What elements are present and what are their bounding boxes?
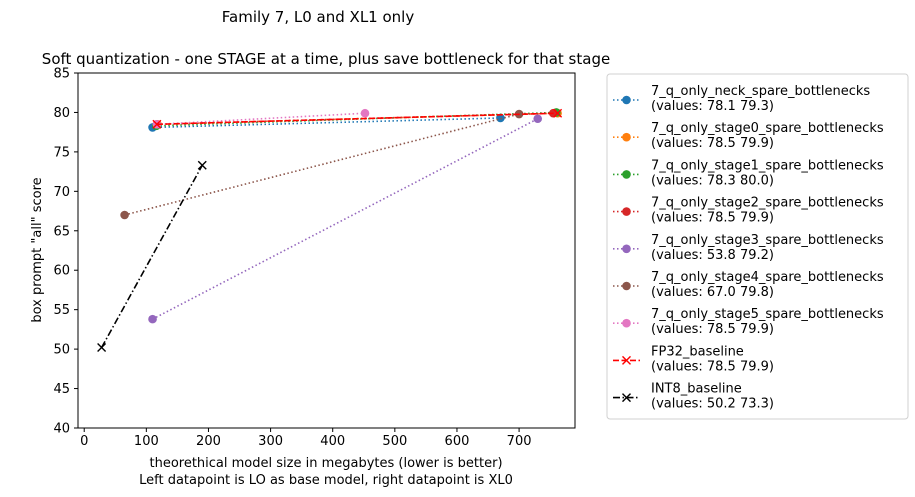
data-point xyxy=(97,343,107,353)
legend-swatch-marker xyxy=(622,318,631,328)
y-tick-label: 45 xyxy=(53,382,70,397)
legend-series-name: 7_q_only_stage4_spare_bottlenecks xyxy=(651,270,884,285)
legend-item: 7_q_only_stage3_spare_bottlenecks(values… xyxy=(613,233,884,263)
data-point xyxy=(553,108,563,118)
legend-swatch-marker xyxy=(622,170,631,179)
legend-frame xyxy=(606,73,909,420)
legend-series-name: 7_q_only_stage0_spare_bottlenecks xyxy=(651,121,884,136)
legend-item: FP32_baseline(values: 78.5 79.9) xyxy=(613,344,774,374)
x-axis-label-line1: theorethical model size in megabytes (lo… xyxy=(149,456,502,471)
legend-series-values: (values: 78.1 79.3) xyxy=(651,99,774,114)
legend-item: 7_q_only_stage4_spare_bottlenecks(values… xyxy=(613,270,884,300)
y-tick-label: 65 xyxy=(53,224,70,239)
y-tick-label: 55 xyxy=(53,303,70,318)
legend-item: 7_q_only_stage2_spare_bottlenecks(values… xyxy=(613,196,884,226)
legend-series-values: (values: 50.2 73.3) xyxy=(651,397,774,412)
legend-series-values: (values: 78.5 79.9) xyxy=(651,136,774,151)
legend-item: 7_q_only_stage0_spare_bottlenecks(values… xyxy=(613,121,884,151)
series-FP32_baseline xyxy=(152,108,563,129)
legend-swatch-marker xyxy=(622,355,631,365)
series-7_q_only_stage3_spare_bottlenecks xyxy=(148,114,543,324)
x-tick-label: 600 xyxy=(445,434,470,449)
legend-swatch-marker xyxy=(622,95,631,105)
x-tick-label: 100 xyxy=(134,434,159,449)
x-tick-label: 200 xyxy=(196,434,221,449)
chart-title: Soft quantization - one STAGE at a time,… xyxy=(42,50,610,68)
legend-swatch-marker xyxy=(622,207,631,216)
legend-series-values: (values: 78.5 79.9) xyxy=(651,359,774,374)
x-axis-label-line2: Left datapoint is LO as base model, righ… xyxy=(139,473,513,488)
data-point xyxy=(120,210,129,220)
legend-series-name: 7_q_only_stage3_spare_bottlenecks xyxy=(651,233,884,248)
series-line xyxy=(156,112,558,126)
data-point xyxy=(496,113,505,123)
legend-item: 7_q_only_stage5_spare_bottlenecks(values… xyxy=(613,307,884,337)
legend-series-values: (values: 53.8 79.2) xyxy=(651,248,774,263)
legend-item: INT8_baseline(values: 50.2 73.3) xyxy=(613,382,774,412)
y-tick-label: 80 xyxy=(53,106,70,121)
y-tick-label: 85 xyxy=(53,67,70,82)
legend-series-name: 7_q_only_neck_spare_bottlenecks xyxy=(651,84,870,99)
legend-item: 7_q_only_stage1_spare_bottlenecks(values… xyxy=(613,158,884,188)
legend-series-name: 7_q_only_stage1_spare_bottlenecks xyxy=(651,158,884,173)
legend: 7_q_only_neck_spare_bottlenecks(values: … xyxy=(606,73,909,420)
y-tick-label: 50 xyxy=(53,343,70,358)
legend-swatch-marker xyxy=(622,393,631,403)
y-tick-label: 40 xyxy=(53,422,70,437)
x-tick-label: 400 xyxy=(320,434,345,449)
data-point xyxy=(360,108,370,118)
y-tick-label: 70 xyxy=(53,185,70,200)
x-tick-label: 300 xyxy=(258,434,283,449)
legend-series-name: 7_q_only_stage5_spare_bottlenecks xyxy=(651,307,884,322)
x-axis-ticks: 0 100 200 300 400 500 600 700 xyxy=(80,428,532,449)
plot-frame xyxy=(77,72,576,429)
chart-suptitle: Family 7, L0 and XL1 only xyxy=(222,8,415,26)
legend-swatch-marker xyxy=(622,132,631,142)
legend-series-values: (values: 78.3 80.0) xyxy=(651,173,774,188)
series-line xyxy=(156,112,366,126)
legend-series-values: (values: 78.5 79.9) xyxy=(651,211,774,226)
legend-series-name: 7_q_only_stage2_spare_bottlenecks xyxy=(651,196,884,211)
series-INT8_baseline xyxy=(97,160,207,353)
data-point xyxy=(152,119,162,129)
x-tick-label: 0 xyxy=(80,434,88,449)
x-tick-label: 700 xyxy=(507,434,532,449)
legend-series-values: (values: 78.5 79.9) xyxy=(651,322,774,337)
legend-swatch-marker xyxy=(622,244,631,254)
series-line xyxy=(152,118,539,320)
legend-swatch-marker xyxy=(622,281,631,291)
data-point xyxy=(148,314,157,324)
legend-series-values: (values: 67.0 79.8) xyxy=(651,285,774,300)
data-point xyxy=(197,160,207,170)
y-axis-ticks: 40 45 50 55 60 65 70 75 80 85 xyxy=(53,67,78,437)
legend-item: 7_q_only_neck_spare_bottlenecks(values: … xyxy=(613,84,870,114)
y-tick-label: 75 xyxy=(53,145,70,160)
plot-marks xyxy=(97,108,563,353)
y-axis-label: box prompt "all" score xyxy=(30,177,45,322)
data-point xyxy=(533,114,543,124)
x-tick-label: 500 xyxy=(382,434,407,449)
series-line xyxy=(100,164,203,348)
y-tick-label: 60 xyxy=(53,264,70,279)
legend-series-name: FP32_baseline xyxy=(651,344,744,359)
legend-series-name: INT8_baseline xyxy=(651,382,742,397)
